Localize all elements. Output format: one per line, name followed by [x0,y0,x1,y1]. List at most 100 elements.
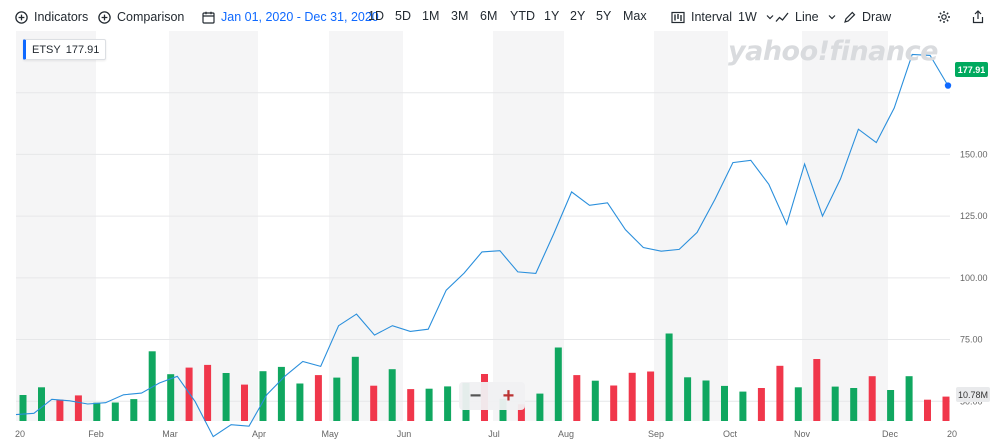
interval-label: Interval [691,10,732,24]
zoom-out-button[interactable]: − [469,384,482,407]
calendar-icon [201,10,215,24]
month-band [403,31,493,421]
range-6m-button[interactable]: 6M [480,9,498,23]
range-3m-button[interactable]: 3M [451,9,469,23]
x-tick-label: Aug [558,429,574,439]
x-tick-label: Jul [488,429,500,439]
volume-bar [665,333,673,421]
month-band [888,31,950,421]
volume-bar [647,371,655,421]
range-1m-button[interactable]: 1M [422,9,440,23]
volume-bar [351,356,359,421]
month-band [169,31,258,421]
month-band [96,31,169,421]
plus-circle-icon [97,10,111,24]
chart-type-button[interactable]: Line [775,10,839,24]
chart-toolbar: Indicators Comparison Jan 01, 2020 - Dec… [0,0,1000,34]
x-tick-label: Apr [252,429,266,439]
volume-bar [924,399,931,421]
plus-circle-icon [14,10,28,24]
range-max-button[interactable]: Max [623,9,647,23]
month-band [564,31,654,421]
range-1y-button[interactable]: 1Y [544,9,560,23]
candles-icon [671,10,685,24]
x-tick-label: 20 [15,429,25,439]
month-band [493,31,564,421]
month-band [728,31,802,421]
volume-bar [370,385,378,421]
volume-bar [757,388,765,421]
volume-bar [794,387,802,421]
y-tick-label: 100.00 [960,273,988,283]
volume-bar [776,365,784,421]
volume-bar [425,388,433,421]
legend-price: 177.91 [65,43,100,56]
y-tick-label: 150.00 [960,149,988,159]
date-range-button[interactable]: Jan 01, 2020 - Dec 31, 2020 [201,10,379,24]
volume-bar [333,377,341,421]
volume-bar [813,359,821,421]
volume-bar [444,386,452,421]
volume-bar [74,395,82,421]
price-series-line [15,53,949,438]
month-band [329,31,403,421]
volume-bar [185,367,193,421]
y-tick-label: 75.00 [960,335,983,345]
range-2y-button[interactable]: 2Y [570,9,586,23]
volume-bar [739,391,747,421]
volume-bar [536,393,544,421]
volume-bar [93,402,101,421]
volume-bar [702,380,710,421]
volume-bar [517,404,525,421]
zoom-control: − + [459,382,525,410]
range-ytd-button[interactable]: YTD [510,9,535,23]
volume-bar [610,385,618,421]
y-tick-label: 125.00 [960,211,988,221]
chevron-down-icon [825,10,839,24]
series-legend[interactable]: ETSY 177.91 [23,39,107,60]
volume-bar [388,369,396,421]
month-band [258,31,329,421]
comparison-button[interactable]: Comparison [97,10,184,24]
draw-button[interactable]: Draw [842,10,891,24]
volume-bar [277,366,285,421]
range-5d-button[interactable]: 5D [395,9,411,23]
x-tick-label: Oct [723,429,738,439]
month-band [16,31,96,421]
x-tick-label: May [321,429,339,439]
volume-bar [684,377,692,421]
month-band [802,31,888,421]
volume-bar [314,375,322,421]
line-chart-icon [775,10,789,24]
volume-bar [868,376,876,421]
month-band [654,31,728,421]
volume-bar [591,380,599,421]
volume-bar [628,372,636,421]
volume-bar [407,389,415,421]
volume-bar [831,386,839,421]
interval-button[interactable]: Interval 1W [671,10,777,24]
x-tick-label: Mar [162,429,178,439]
volume-badge: 10.78M [956,387,990,402]
pencil-icon [842,10,856,24]
zoom-in-button[interactable]: + [502,384,515,407]
chart-type-label: Line [795,10,819,24]
x-tick-label: 20 [947,429,957,439]
gear-icon[interactable] [937,10,951,24]
range-1d-button[interactable]: 1D [368,9,384,23]
draw-label: Draw [862,10,892,24]
yahoo-finance-watermark: yahoo!finance [728,36,938,67]
volume-bar [130,399,138,421]
volume-bar [296,383,304,421]
comparison-label: Comparison [117,10,185,24]
legend-symbol: ETSY [32,43,61,56]
volume-bar [573,375,581,421]
indicators-label: Indicators [34,10,89,24]
range-5y-button[interactable]: 5Y [596,9,612,23]
indicators-button[interactable]: Indicators [14,10,88,24]
x-tick-label: Nov [794,429,811,439]
share-icon[interactable] [971,10,985,24]
volume-bar [850,388,858,421]
